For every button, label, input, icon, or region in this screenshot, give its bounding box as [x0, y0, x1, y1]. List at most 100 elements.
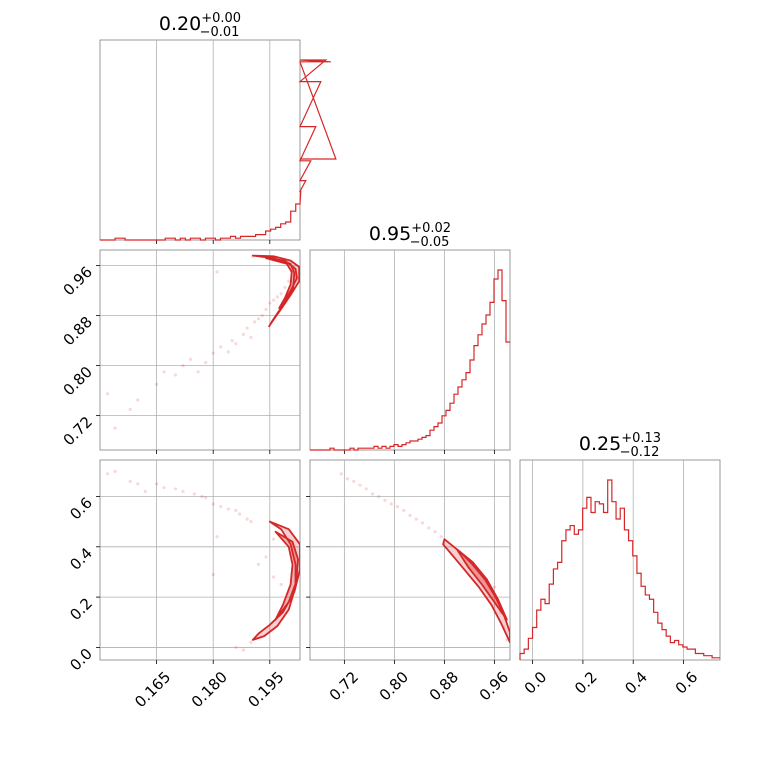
sample-point — [245, 517, 249, 521]
sample-point — [370, 492, 375, 496]
panel-content — [105, 254, 300, 430]
sample-point — [234, 645, 238, 650]
sample-point — [211, 351, 215, 355]
x-tick-label: 0.72 — [326, 668, 362, 704]
sample-point — [173, 373, 178, 377]
title-minus: −0.01 — [200, 25, 240, 40]
sample-point — [113, 426, 117, 430]
y-tick-label: 0.72 — [60, 413, 96, 449]
y-tick-label: 0.2 — [66, 594, 96, 624]
title-minus: −0.05 — [410, 235, 450, 250]
title-minus: −0.12 — [620, 445, 660, 460]
scatter-panel-0-1: 0.72 0.80 0.88 0.96 — [60, 249, 301, 454]
x-tick-label: 0.96 — [476, 668, 512, 704]
y-tick-label: 0.88 — [60, 313, 96, 349]
sample-point — [271, 575, 276, 579]
hist-panel-1-frame — [309, 249, 511, 451]
sample-point — [105, 472, 110, 476]
x-tick-label: 0.6 — [672, 668, 702, 698]
sample-point — [260, 314, 264, 318]
sample-point — [211, 572, 215, 577]
sample-point — [279, 292, 283, 296]
sample-point — [352, 479, 356, 483]
sample-point — [283, 285, 287, 290]
sample-point — [155, 482, 159, 486]
sample-point — [192, 492, 196, 496]
sample-point — [188, 357, 193, 361]
sample-point — [389, 502, 393, 506]
sample-point — [173, 487, 178, 491]
sample-point — [113, 469, 117, 473]
sample-point — [181, 489, 185, 494]
sample-point — [256, 317, 261, 321]
param-title-0: 0.20+0.00 −0.01 — [159, 11, 241, 40]
sample-point — [249, 335, 253, 340]
sample-point — [136, 482, 140, 486]
hist-panel-2-frame — [519, 459, 721, 661]
hist-panel-1: 0.95+0.02 −0.05 — [309, 221, 511, 454]
sample-point — [271, 298, 276, 302]
title-median: 0.25 — [579, 433, 621, 455]
sample-point — [249, 520, 253, 524]
sample-point — [275, 295, 279, 299]
histogram-line — [519, 479, 720, 660]
sample-point — [204, 360, 208, 365]
density-contour — [251, 254, 300, 328]
sample-point — [414, 517, 418, 521]
sample-point — [219, 345, 223, 349]
sample-point — [345, 477, 350, 481]
sample-point — [268, 301, 272, 305]
sample-point — [287, 279, 291, 283]
sample-point — [226, 507, 230, 511]
sample-point — [364, 487, 368, 491]
sample-point — [200, 494, 204, 499]
title-plus: +0.00 — [201, 11, 241, 26]
sample-point — [128, 479, 132, 483]
sample-point — [402, 508, 406, 512]
x-tick-label: 0.180 — [188, 668, 231, 711]
x-tick-label: 0.0 — [521, 668, 551, 698]
sample-point — [241, 332, 245, 336]
sample-point — [408, 513, 412, 517]
sample-point — [271, 537, 276, 541]
y-tick-label: 0.0 — [66, 645, 96, 675]
sample-point — [339, 472, 343, 476]
scatter-panel-0-1-frame — [99, 249, 301, 451]
scatter-panel-0-2: 0.165 0.180 0.195 0.0 0.2 0.4 0.6 — [66, 459, 301, 711]
sample-point — [230, 339, 234, 343]
sample-point — [219, 504, 223, 509]
param-title-2: 0.25+0.13 −0.12 — [579, 431, 661, 460]
sample-point — [241, 648, 245, 652]
sample-point — [215, 535, 219, 539]
x-tick-label: 0.2 — [571, 668, 601, 698]
density-contour — [456, 548, 508, 621]
scatter-panel-1-2: 0.72 0.80 0.88 0.96 — [306, 459, 512, 704]
y-tick-label: 0.80 — [60, 363, 96, 399]
param-title-1: 0.95+0.02 −0.05 — [369, 221, 451, 250]
sample-point — [420, 521, 425, 525]
sample-point — [234, 508, 238, 512]
sample-point — [143, 489, 147, 494]
sample-point — [226, 350, 230, 354]
y-tick-label: 0.96 — [60, 263, 96, 299]
y-tick-label: 0.6 — [66, 494, 96, 524]
x-tick-label: 0.165 — [131, 668, 174, 711]
sample-point — [492, 585, 496, 589]
x-tick-label: 0.195 — [244, 668, 287, 711]
sample-point — [358, 483, 362, 487]
sample-point — [196, 370, 200, 374]
panel-content — [105, 469, 300, 652]
x-tick-label: 0.4 — [621, 668, 651, 698]
sample-point — [211, 502, 215, 506]
density-contour — [251, 520, 300, 641]
panel-content — [339, 472, 510, 644]
sample-point — [439, 535, 443, 539]
sample-point — [128, 407, 132, 411]
sample-point — [395, 504, 400, 509]
sample-point — [264, 555, 268, 559]
sample-point — [253, 320, 257, 324]
sample-point — [181, 364, 185, 368]
sample-point — [427, 526, 431, 530]
sample-point — [162, 486, 166, 490]
